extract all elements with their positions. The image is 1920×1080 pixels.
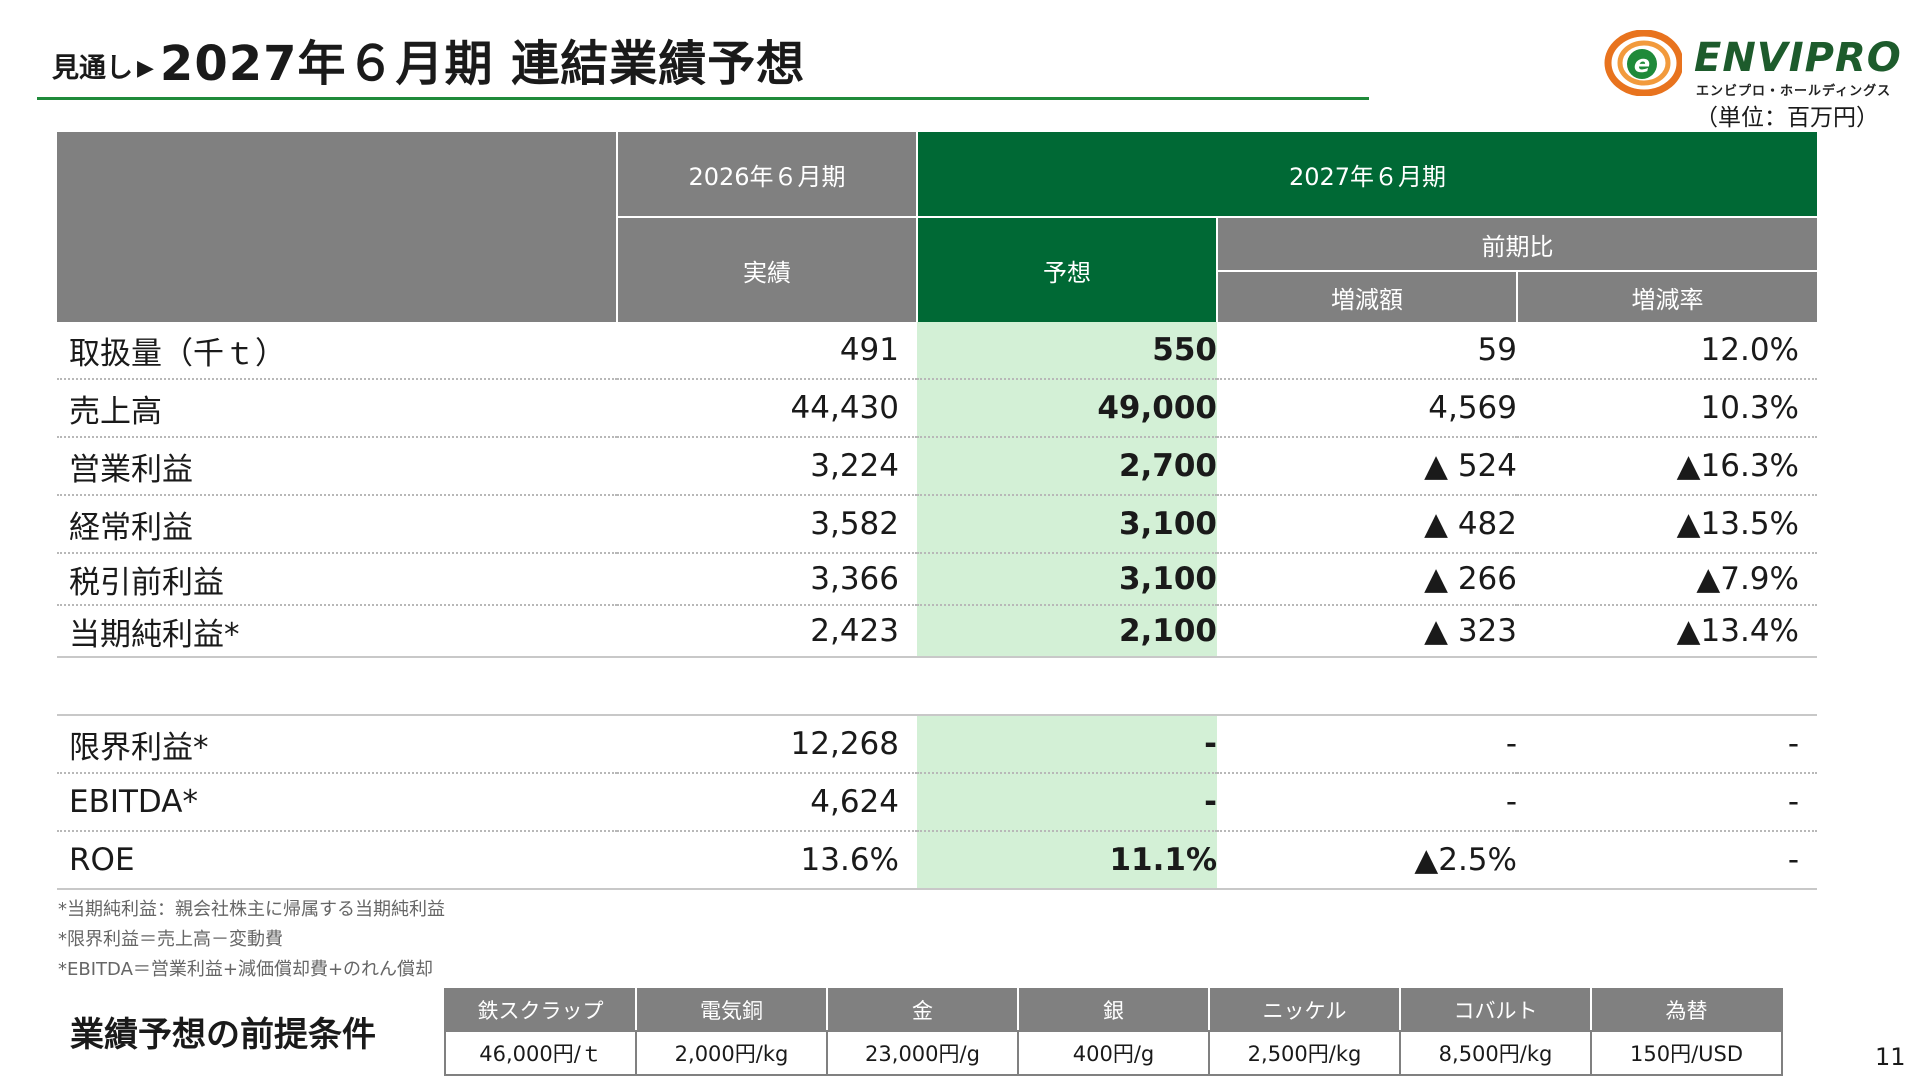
- actual-value: 4,624: [617, 773, 917, 832]
- assumption-value: 150円/USD: [1590, 1030, 1783, 1076]
- table-spacer-row: [57, 657, 1817, 716]
- header-yoy: 前期比: [1217, 217, 1817, 272]
- company-logo: e ENVIPRO エンビプロ・ホールディングス: [1604, 30, 1904, 100]
- change-rate-value: 12.0%: [1517, 322, 1817, 380]
- assumption-value: 2,500円/kg: [1208, 1030, 1401, 1076]
- assumptions-table: 鉄スクラップ 電気銅 金 銀 ニッケル コバルト 為替 46,000円/ｔ 2,…: [444, 988, 1783, 1076]
- change-rate-value: ▲16.3%: [1517, 437, 1817, 496]
- assumption-header: 為替: [1590, 988, 1783, 1032]
- header-change-rate: 増減率: [1517, 271, 1817, 322]
- header-corner: [57, 132, 618, 322]
- table-row: 当期純利益* 2,423 2,100 ▲ 323 ▲13.4%: [57, 605, 1817, 658]
- table-row: EBITDA* 4,624 - - -: [57, 773, 1817, 832]
- change-amount-value: ▲ 524: [1217, 437, 1517, 496]
- change-rate-value: -: [1517, 831, 1817, 890]
- title-underline: [37, 97, 1369, 100]
- change-amount-value: -: [1217, 773, 1517, 832]
- title-main: 2027年６月期 連結業績予想: [159, 36, 806, 92]
- assumption-header: 鉄スクラップ: [444, 988, 637, 1032]
- actual-value: 44,430: [617, 379, 917, 438]
- assumptions-title: 業績予想の前提条件: [70, 1015, 376, 1055]
- header-actual: 実績: [617, 217, 918, 322]
- assumption-header: 金: [826, 988, 1019, 1032]
- assumption-value: 2,000円/kg: [635, 1030, 828, 1076]
- forecast-value: 2,100: [917, 605, 1217, 658]
- logo-mark-letter: e: [1634, 50, 1650, 78]
- row-label: ROE: [57, 831, 617, 890]
- header-change-amount: 増減額: [1217, 271, 1518, 322]
- logo-wordmark: ENVIPRO: [1694, 35, 1902, 81]
- table-row: 売上高 44,430 49,000 4,569 10.3%: [57, 379, 1817, 438]
- change-rate-value: 10.3%: [1517, 379, 1817, 438]
- assumption-value: 46,000円/ｔ: [444, 1030, 637, 1076]
- assumption-value: 8,500円/kg: [1399, 1030, 1592, 1076]
- header-fy2027: 2027年６月期: [917, 132, 1817, 218]
- row-label: 税引前利益: [57, 553, 617, 606]
- envipro-logo-icon: e: [1604, 30, 1682, 96]
- change-rate-value: ▲13.4%: [1517, 605, 1817, 658]
- footnote: *EBITDA＝営業利益+減価償却費+のれん償却: [58, 959, 434, 980]
- actual-value: 3,224: [617, 437, 917, 496]
- logo-subtitle: エンビプロ・ホールディングス: [1696, 84, 1892, 99]
- page-number: 11: [1875, 1043, 1906, 1071]
- assumption-header: コバルト: [1399, 988, 1592, 1032]
- forecast-value: 49,000: [917, 379, 1217, 438]
- slide-title: 見通し ▶ 2027年６月期 連結業績予想: [52, 40, 805, 88]
- row-label: 経常利益: [57, 495, 617, 554]
- row-label: 限界利益*: [57, 715, 617, 774]
- forecast-value: -: [917, 715, 1217, 774]
- change-rate-value: -: [1517, 715, 1817, 774]
- forecast-table: 2026年６月期 2027年６月期 実績 予想 前期比 増減額 増減率 取扱量（…: [57, 132, 1817, 890]
- forecast-value: 3,100: [917, 553, 1217, 606]
- row-label: 営業利益: [57, 437, 617, 496]
- actual-value: 3,366: [617, 553, 917, 606]
- change-amount-value: 59: [1217, 322, 1517, 380]
- unit-label: （単位：百万円）: [1695, 105, 1879, 131]
- actual-value: 2,423: [617, 605, 917, 658]
- forecast-value: 11.1%: [917, 831, 1217, 890]
- actual-value: 12,268: [617, 715, 917, 774]
- actual-value: 491: [617, 322, 917, 380]
- assumption-header: 電気銅: [635, 988, 828, 1032]
- footnote: *限界利益＝売上高－変動費: [58, 929, 283, 950]
- header-forecast: 予想: [917, 217, 1218, 322]
- forecast-value: 3,100: [917, 495, 1217, 554]
- actual-value: 3,582: [617, 495, 917, 554]
- row-label: EBITDA*: [57, 773, 617, 832]
- row-label: 当期純利益*: [57, 605, 617, 658]
- table-row: 税引前利益 3,366 3,100 ▲ 266 ▲7.9%: [57, 553, 1817, 606]
- forecast-value: 2,700: [917, 437, 1217, 496]
- title-prefix: 見通し: [52, 53, 133, 84]
- change-rate-value: ▲13.5%: [1517, 495, 1817, 554]
- change-amount-value: ▲ 482: [1217, 495, 1517, 554]
- assumption-header: 銀: [1017, 988, 1210, 1032]
- footnote: *当期純利益：親会社株主に帰属する当期純利益: [58, 899, 445, 920]
- arrow-right-icon: ▶: [137, 56, 154, 81]
- forecast-value: 550: [917, 322, 1217, 380]
- actual-value: 13.6%: [617, 831, 917, 890]
- table-row: ROE 13.6% 11.1% ▲2.5% -: [57, 831, 1817, 890]
- assumption-header: ニッケル: [1208, 988, 1401, 1032]
- change-amount-value: 4,569: [1217, 379, 1517, 438]
- table-row: 経常利益 3,582 3,100 ▲ 482 ▲13.5%: [57, 495, 1817, 554]
- change-amount-value: -: [1217, 715, 1517, 774]
- change-rate-value: ▲7.9%: [1517, 553, 1817, 606]
- table-row: 取扱量（千ｔ） 491 550 59 12.0%: [57, 322, 1817, 380]
- table-row: 限界利益* 12,268 - - -: [57, 715, 1817, 774]
- forecast-value: -: [917, 773, 1217, 832]
- header-fy2026: 2026年６月期: [617, 132, 918, 218]
- change-rate-value: -: [1517, 773, 1817, 832]
- change-amount-value: ▲ 266: [1217, 553, 1517, 606]
- footnotes: *当期純利益：親会社株主に帰属する当期純利益 *限界利益＝売上高－変動費 *EB…: [58, 895, 445, 985]
- table-row: 営業利益 3,224 2,700 ▲ 524 ▲16.3%: [57, 437, 1817, 496]
- row-label: 取扱量（千ｔ）: [57, 322, 617, 380]
- change-amount-value: ▲2.5%: [1217, 831, 1517, 890]
- row-label: 売上高: [57, 379, 617, 438]
- assumption-value: 23,000円/g: [826, 1030, 1019, 1076]
- change-amount-value: ▲ 323: [1217, 605, 1517, 658]
- assumption-value: 400円/g: [1017, 1030, 1210, 1076]
